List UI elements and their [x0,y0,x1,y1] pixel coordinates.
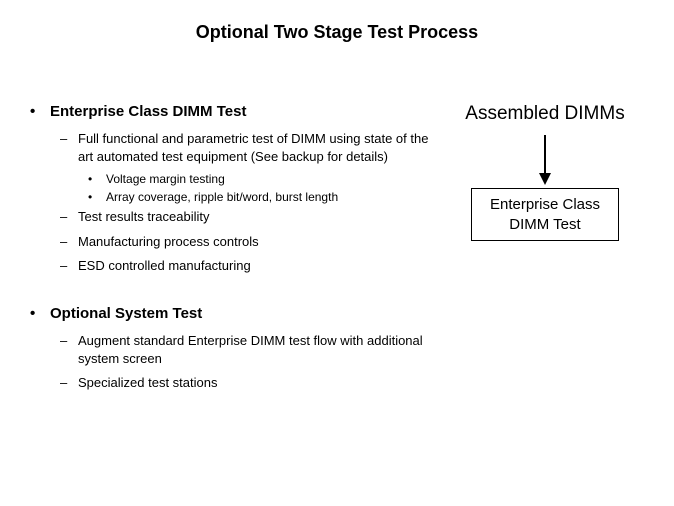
section-heading: • Optional System Test [30,305,440,322]
subsub-text: Array coverage, ripple bit/word, burst l… [106,190,338,204]
sub-sub-item: • Voltage margin testing [88,172,440,186]
dash-icon: – [60,208,78,226]
box-line2: DIMM Test [490,215,600,235]
sub-item: – Augment standard Enterprise DIMM test … [60,332,440,368]
right-column: Assembled DIMMs Enterprise Class DIMM Te… [440,103,650,423]
section-enterprise: • Enterprise Class DIMM Test – Full func… [30,103,440,275]
arrow-container [535,133,555,188]
left-column: • Enterprise Class DIMM Test – Full func… [30,103,440,423]
dash-icon: – [60,130,78,148]
diagram-box: Enterprise Class DIMM Test [471,188,619,241]
sub-item: – Test results traceability [60,208,440,226]
slide-title: Optional Two Stage Test Process [0,0,674,53]
dash-icon: – [60,374,78,392]
dash-icon: – [60,332,78,350]
sub-item-text: Test results traceability [78,208,440,226]
arrow-down-icon [535,133,555,188]
sub-item-text: Augment standard Enterprise DIMM test fl… [78,332,440,368]
diagram-top-label: Assembled DIMMs [465,103,624,125]
box-line1: Enterprise Class [490,195,600,215]
section-heading: • Enterprise Class DIMM Test [30,103,440,120]
sub-item: – Full functional and parametric test of… [60,130,440,166]
content-area: • Enterprise Class DIMM Test – Full func… [0,53,674,423]
sub-item-text: Specialized test stations [78,374,440,392]
sub-item-text: Manufacturing process controls [78,233,440,251]
bullet-icon: • [30,103,50,120]
section-optional: • Optional System Test – Augment standar… [30,305,440,393]
bullet-icon: • [30,305,50,322]
sub-item-text: ESD controlled manufacturing [78,257,440,275]
dash-icon: – [60,233,78,251]
sub-sub-item: • Array coverage, ripple bit/word, burst… [88,190,440,204]
sub-item: – Manufacturing process controls [60,233,440,251]
heading-text: Enterprise Class DIMM Test [50,103,246,120]
heading-text: Optional System Test [50,305,202,322]
sub-item: – Specialized test stations [60,374,440,392]
dot-icon: • [88,190,106,204]
sub-item-text: Full functional and parametric test of D… [78,130,440,166]
subsub-text: Voltage margin testing [106,172,225,186]
sub-item: – ESD controlled manufacturing [60,257,440,275]
dash-icon: – [60,257,78,275]
dot-icon: • [88,172,106,186]
